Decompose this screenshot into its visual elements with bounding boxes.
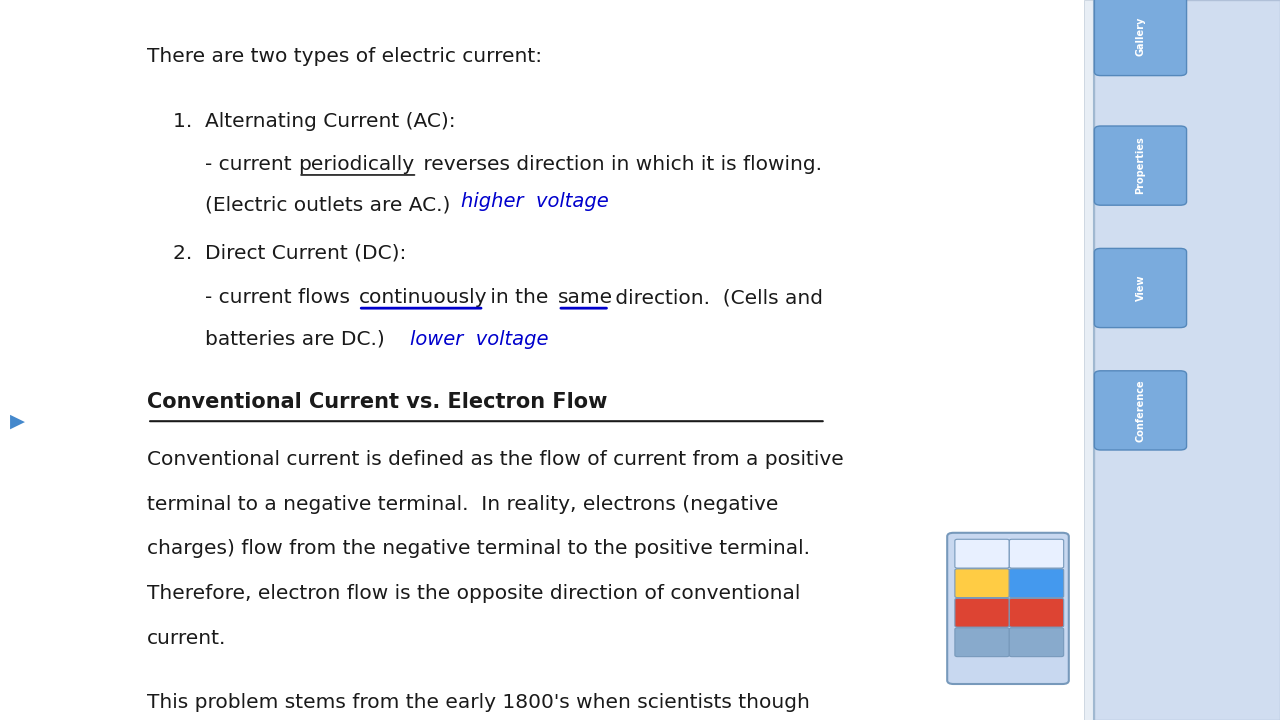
- Text: Conventional Current vs. Electron Flow: Conventional Current vs. Electron Flow: [147, 392, 608, 413]
- Text: ▼: ▼: [1004, 545, 1012, 558]
- Text: Conference: Conference: [1135, 379, 1146, 441]
- FancyBboxPatch shape: [1009, 628, 1064, 657]
- FancyBboxPatch shape: [947, 533, 1069, 684]
- Text: continuously: continuously: [358, 288, 486, 307]
- Text: 1.  Alternating Current (AC):: 1. Alternating Current (AC):: [173, 112, 456, 130]
- FancyBboxPatch shape: [1094, 0, 1280, 720]
- FancyBboxPatch shape: [955, 628, 1009, 657]
- Text: There are two types of electric current:: There are two types of electric current:: [147, 47, 543, 66]
- Text: Conventional current is defined as the flow of current from a positive: Conventional current is defined as the f…: [147, 450, 844, 469]
- FancyBboxPatch shape: [1094, 371, 1187, 450]
- FancyBboxPatch shape: [1009, 539, 1064, 568]
- FancyBboxPatch shape: [955, 598, 1009, 627]
- FancyBboxPatch shape: [1009, 598, 1064, 627]
- FancyBboxPatch shape: [1084, 0, 1094, 720]
- Text: charges) flow from the negative terminal to the positive terminal.: charges) flow from the negative terminal…: [147, 539, 810, 558]
- Text: View: View: [1135, 275, 1146, 301]
- Text: This problem stems from the early 1800's when scientists though: This problem stems from the early 1800's…: [147, 693, 810, 711]
- Text: - current flows: - current flows: [205, 288, 356, 307]
- FancyBboxPatch shape: [955, 539, 1009, 568]
- Text: 2.  Direct Current (DC):: 2. Direct Current (DC):: [173, 243, 406, 262]
- Text: Therefore, electron flow is the opposite direction of conventional: Therefore, electron flow is the opposite…: [147, 584, 800, 603]
- Text: higher  voltage: higher voltage: [461, 192, 608, 211]
- FancyBboxPatch shape: [1094, 126, 1187, 205]
- Text: same: same: [558, 288, 613, 307]
- Text: in the: in the: [484, 288, 554, 307]
- Text: periodically: periodically: [298, 155, 415, 174]
- FancyBboxPatch shape: [1009, 569, 1064, 598]
- Text: direction.  (Cells and: direction. (Cells and: [609, 288, 823, 307]
- FancyBboxPatch shape: [1094, 248, 1187, 328]
- Text: reverses direction in which it is flowing.: reverses direction in which it is flowin…: [417, 155, 822, 174]
- Text: terminal to a negative terminal.  In reality, electrons (negative: terminal to a negative terminal. In real…: [147, 495, 778, 513]
- Text: batteries are DC.): batteries are DC.): [205, 330, 384, 348]
- FancyBboxPatch shape: [955, 569, 1009, 598]
- Text: Gallery: Gallery: [1135, 17, 1146, 55]
- Text: (Electric outlets are AC.): (Electric outlets are AC.): [205, 196, 451, 215]
- Text: lower  voltage: lower voltage: [410, 330, 548, 348]
- Text: current.: current.: [147, 629, 227, 647]
- Text: ▶: ▶: [10, 412, 26, 431]
- FancyBboxPatch shape: [1094, 0, 1187, 76]
- Text: - current: - current: [205, 155, 298, 174]
- Text: Properties: Properties: [1135, 137, 1146, 194]
